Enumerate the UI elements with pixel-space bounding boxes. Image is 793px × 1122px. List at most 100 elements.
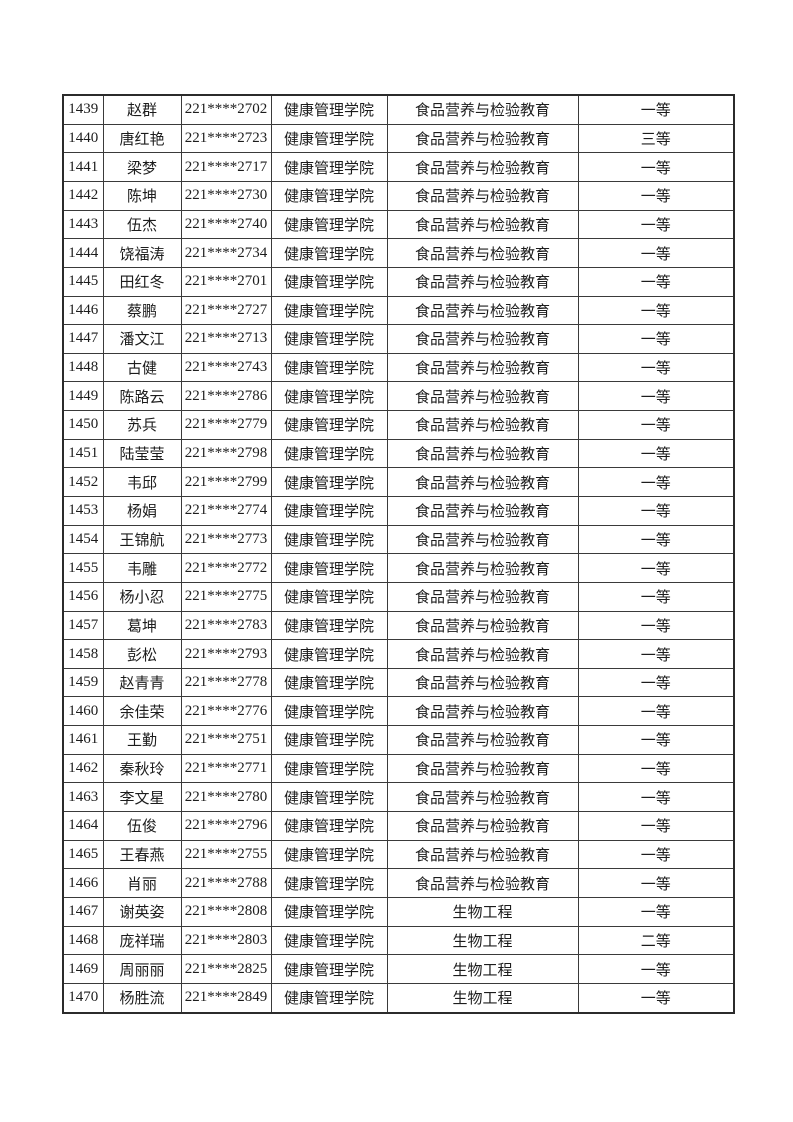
cell-name: 田红冬 (102, 266, 182, 297)
table-row: 1442 陈坤 221****2730 健康管理学院 食品营养与检验教育 一等 (62, 180, 735, 211)
cell-college: 健康管理学院 (270, 639, 388, 669)
cell-student_id: 221****2727 (180, 295, 272, 326)
table-row: 1466 肖丽 221****2788 健康管理学院 食品营养与检验教育 一等 (62, 868, 735, 898)
cell-student_id: 221****2778 (180, 667, 272, 698)
cell-student_id: 221****2717 (180, 152, 272, 182)
cell-college: 健康管理学院 (270, 94, 388, 125)
cell-index: 1467 (62, 896, 104, 927)
cell-name: 韦雕 (102, 553, 182, 583)
cell-award: 三等 (577, 123, 735, 154)
cell-index: 1447 (62, 324, 104, 354)
cell-student_id: 221****2798 (180, 438, 272, 469)
cell-name: 余佳荣 (102, 696, 182, 727)
cell-index: 1468 (62, 925, 104, 956)
cell-major: 食品营养与检验教育 (386, 868, 579, 898)
table-row: 1467 谢英姿 221****2808 健康管理学院 生物工程 一等 (62, 896, 735, 927)
cell-major: 食品营养与检验教育 (386, 496, 579, 526)
table-row: 1454 王锦航 221****2773 健康管理学院 食品营养与检验教育 一等 (62, 524, 735, 555)
cell-major: 生物工程 (386, 954, 579, 984)
cell-student_id: 221****2772 (180, 553, 272, 583)
cell-college: 健康管理学院 (270, 696, 388, 727)
cell-student_id: 221****2799 (180, 467, 272, 497)
cell-name: 韦邱 (102, 467, 182, 497)
cell-award: 一等 (577, 753, 735, 784)
cell-name: 唐红艳 (102, 123, 182, 154)
table-row: 1469 周丽丽 221****2825 健康管理学院 生物工程 一等 (62, 954, 735, 984)
cell-student_id: 221****2740 (180, 209, 272, 240)
cell-index: 1457 (62, 610, 104, 641)
cell-college: 健康管理学院 (270, 811, 388, 841)
cell-college: 健康管理学院 (270, 610, 388, 641)
cell-student_id: 221****2779 (180, 410, 272, 440)
cell-name: 杨娟 (102, 496, 182, 526)
cell-award: 一等 (577, 725, 735, 755)
cell-college: 健康管理学院 (270, 123, 388, 154)
cell-award: 一等 (577, 524, 735, 555)
table-row: 1456 杨小忍 221****2775 健康管理学院 食品营养与检验教育 一等 (62, 581, 735, 612)
table-row: 1452 韦邱 221****2799 健康管理学院 食品营养与检验教育 一等 (62, 467, 735, 497)
cell-college: 健康管理学院 (270, 581, 388, 612)
cell-college: 健康管理学院 (270, 667, 388, 698)
cell-award: 一等 (577, 438, 735, 469)
cell-index: 1451 (62, 438, 104, 469)
cell-award: 一等 (577, 238, 735, 268)
cell-college: 健康管理学院 (270, 982, 388, 1014)
cell-major: 食品营养与检验教育 (386, 123, 579, 154)
cell-award: 一等 (577, 152, 735, 182)
table-row: 1445 田红冬 221****2701 健康管理学院 食品营养与检验教育 一等 (62, 266, 735, 297)
cell-major: 食品营养与检验教育 (386, 180, 579, 211)
cell-index: 1470 (62, 982, 104, 1014)
table-row: 1457 葛坤 221****2783 健康管理学院 食品营养与检验教育 一等 (62, 610, 735, 641)
cell-college: 健康管理学院 (270, 381, 388, 412)
cell-index: 1450 (62, 410, 104, 440)
cell-college: 健康管理学院 (270, 238, 388, 268)
table-row: 1464 伍俊 221****2796 健康管理学院 食品营养与检验教育 一等 (62, 811, 735, 841)
cell-major: 食品营养与检验教育 (386, 266, 579, 297)
table-row: 1461 王勤 221****2751 健康管理学院 食品营养与检验教育 一等 (62, 725, 735, 755)
cell-award: 一等 (577, 553, 735, 583)
cell-major: 食品营养与检验教育 (386, 410, 579, 440)
cell-student_id: 221****2786 (180, 381, 272, 412)
cell-index: 1459 (62, 667, 104, 698)
cell-college: 健康管理学院 (270, 524, 388, 555)
cell-student_id: 221****2723 (180, 123, 272, 154)
cell-award: 一等 (577, 94, 735, 125)
cell-index: 1464 (62, 811, 104, 841)
cell-college: 健康管理学院 (270, 352, 388, 383)
cell-index: 1455 (62, 553, 104, 583)
cell-name: 李文星 (102, 782, 182, 813)
cell-student_id: 221****2796 (180, 811, 272, 841)
table-row: 1458 彭松 221****2793 健康管理学院 食品营养与检验教育 一等 (62, 639, 735, 669)
table-row: 1440 唐红艳 221****2723 健康管理学院 食品营养与检验教育 三等 (62, 123, 735, 154)
cell-award: 一等 (577, 467, 735, 497)
cell-index: 1440 (62, 123, 104, 154)
cell-major: 生物工程 (386, 982, 579, 1014)
cell-name: 杨胜流 (102, 982, 182, 1014)
cell-award: 一等 (577, 782, 735, 813)
cell-award: 一等 (577, 610, 735, 641)
cell-name: 潘文江 (102, 324, 182, 354)
table-row: 1453 杨娟 221****2774 健康管理学院 食品营养与检验教育 一等 (62, 496, 735, 526)
cell-student_id: 221****2702 (180, 94, 272, 125)
cell-award: 一等 (577, 696, 735, 727)
cell-award: 一等 (577, 266, 735, 297)
cell-college: 健康管理学院 (270, 782, 388, 813)
cell-name: 王春燕 (102, 839, 182, 870)
cell-major: 食品营养与检验教育 (386, 581, 579, 612)
table-row: 1439 赵群 221****2702 健康管理学院 食品营养与检验教育 一等 (62, 94, 735, 125)
cell-name: 伍杰 (102, 209, 182, 240)
cell-award: 一等 (577, 209, 735, 240)
cell-major: 食品营养与检验教育 (386, 238, 579, 268)
cell-award: 一等 (577, 581, 735, 612)
cell-major: 食品营养与检验教育 (386, 209, 579, 240)
cell-name: 彭松 (102, 639, 182, 669)
cell-index: 1453 (62, 496, 104, 526)
cell-college: 健康管理学院 (270, 839, 388, 870)
cell-index: 1442 (62, 180, 104, 211)
table-row: 1444 饶福涛 221****2734 健康管理学院 食品营养与检验教育 一等 (62, 238, 735, 268)
cell-name: 王勤 (102, 725, 182, 755)
cell-college: 健康管理学院 (270, 868, 388, 898)
cell-index: 1469 (62, 954, 104, 984)
table-row: 1462 秦秋玲 221****2771 健康管理学院 食品营养与检验教育 一等 (62, 753, 735, 784)
cell-student_id: 221****2788 (180, 868, 272, 898)
